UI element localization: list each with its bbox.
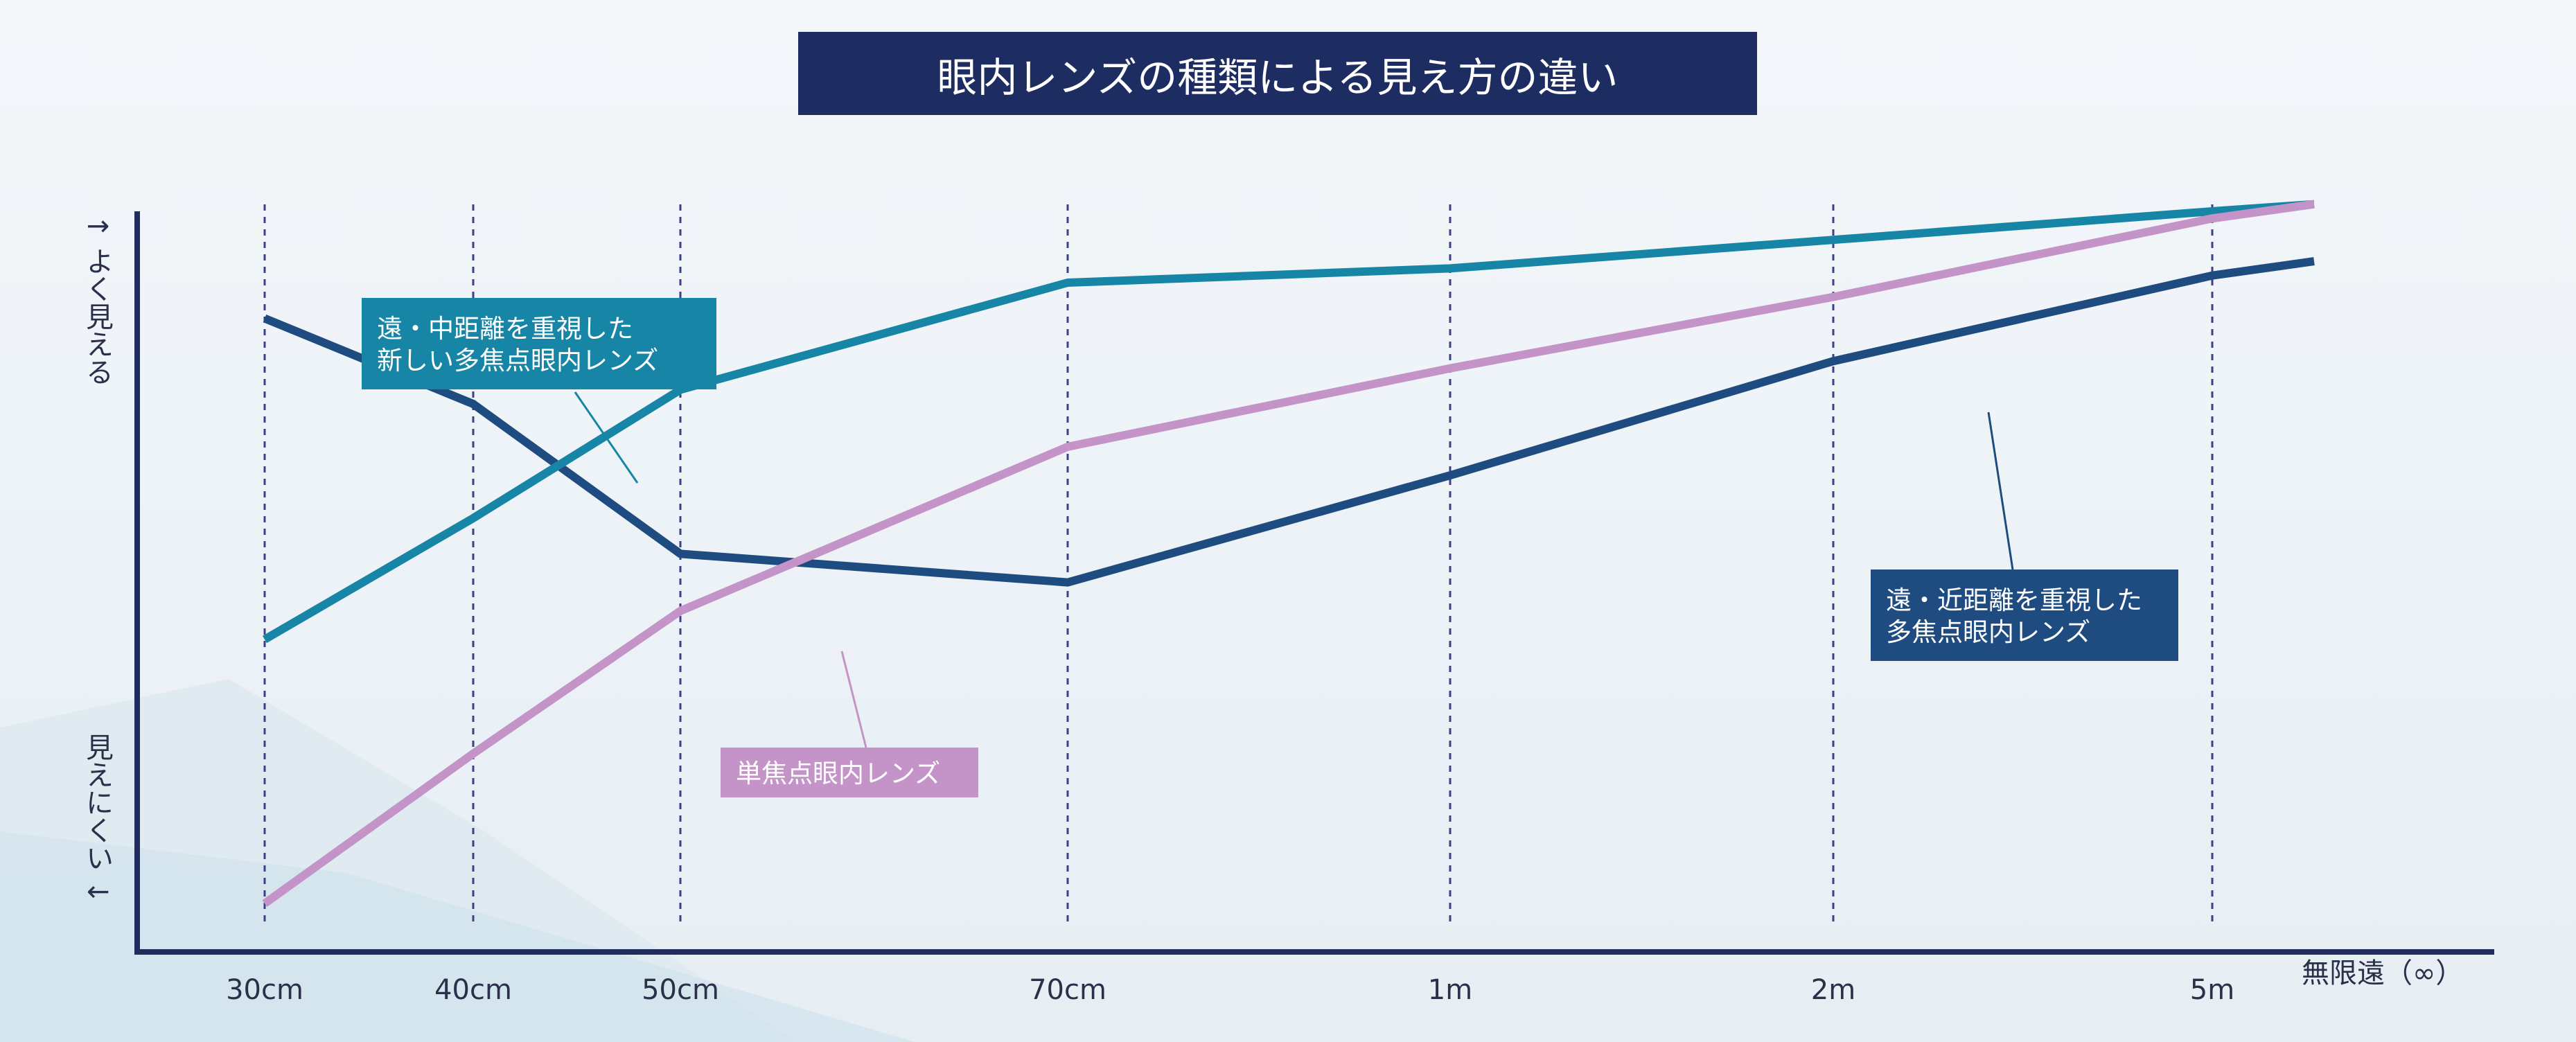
series-line bbox=[262, 200, 2315, 907]
series-labels: 遠・中距離を重視した新しい多焦点眼内レンズ遠・近距離を重視した多焦点眼内レンズ単… bbox=[362, 298, 2178, 797]
y-axis-top-label: ↑ よく見える bbox=[81, 215, 113, 385]
series-lines bbox=[262, 200, 2315, 907]
x-tick-label: 5m bbox=[2190, 974, 2234, 1006]
leader-line bbox=[840, 651, 867, 748]
leader-line bbox=[1987, 412, 2014, 570]
y-axis-bottom-label-text: 見えにくい ↓ bbox=[81, 733, 113, 903]
leader-lines bbox=[574, 391, 2014, 748]
series-label-text: 単焦点眼内レンズ bbox=[736, 759, 940, 788]
series-label-box bbox=[1871, 569, 2178, 661]
series-label-text: 新しい多焦点眼内レンズ bbox=[377, 346, 658, 376]
x-axis-labels: 30cm 40cm 50cm 70cm 1m 2m 5m bbox=[226, 974, 2234, 1006]
background-shape bbox=[0, 831, 915, 1042]
series-label-box bbox=[362, 298, 716, 389]
series-label-text: 多焦点眼内レンズ bbox=[1886, 617, 2090, 647]
y-axis-top-label-text: ↑ よく見える bbox=[81, 215, 113, 385]
x-tick-label: 50cm bbox=[642, 974, 719, 1006]
series-label-text: 遠・中距離を重視した bbox=[377, 314, 633, 344]
chart-title: 眼内レンズの種類による見え方の違い bbox=[937, 54, 1618, 101]
x-tick-label: 40cm bbox=[434, 974, 512, 1006]
series-label-box bbox=[721, 748, 978, 797]
title-banner bbox=[798, 32, 1757, 115]
leader-line bbox=[574, 391, 639, 484]
series-line bbox=[262, 200, 2315, 644]
x-axis-end-label: 無限遠（∞） bbox=[2302, 957, 2463, 989]
series-label-text: 遠・近距離を重視した bbox=[1886, 585, 2142, 615]
x-tick-label: 2m bbox=[1811, 974, 1855, 1006]
x-tick-label: 30cm bbox=[226, 974, 303, 1006]
x-tick-label: 70cm bbox=[1029, 974, 1106, 1006]
series-line bbox=[263, 257, 2315, 587]
x-tick-label: 1m bbox=[1428, 974, 1472, 1006]
series-label: 単焦点眼内レンズ bbox=[721, 748, 978, 797]
y-axis-bottom-label: 見えにくい ↓ bbox=[81, 733, 113, 903]
grid bbox=[263, 204, 2214, 927]
